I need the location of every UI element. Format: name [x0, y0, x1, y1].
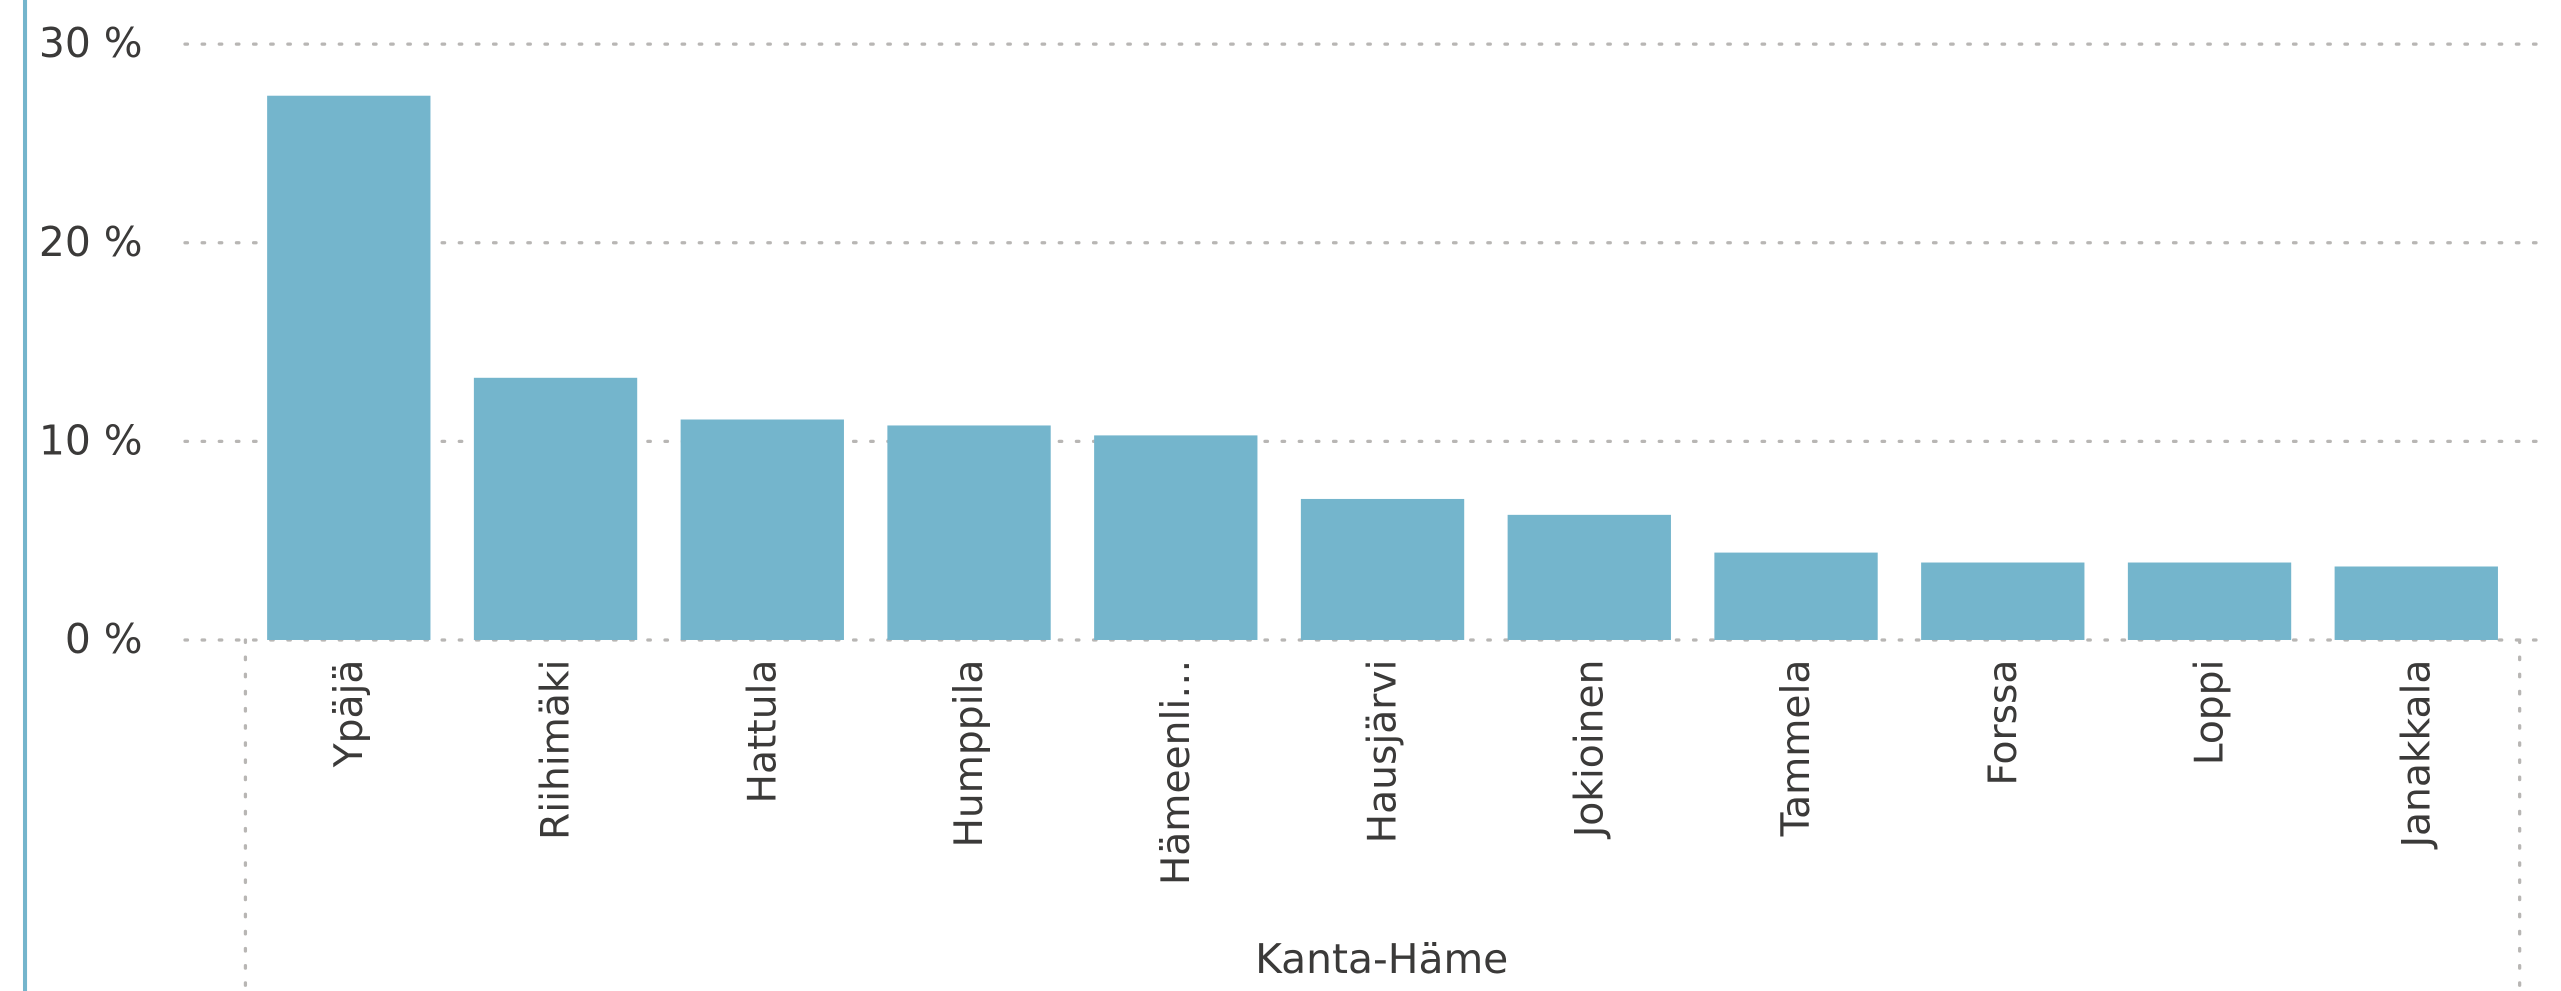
- bar: [1921, 562, 2085, 640]
- y-tick-label: 30 %: [39, 19, 143, 67]
- x-tick-label: Forssa: [1981, 660, 2026, 786]
- bar: [267, 95, 431, 640]
- x-tick-label: Jokioinen: [1567, 660, 1612, 841]
- bar: [2127, 562, 2292, 640]
- group-label: Kanta-Häme: [1255, 935, 1508, 983]
- bar: [1507, 514, 1671, 640]
- x-tick-label: Humppila: [947, 660, 992, 848]
- bar: [680, 419, 844, 640]
- y-tick-label: 20 %: [39, 218, 143, 266]
- bar: [473, 377, 638, 640]
- x-tick-label: Janakkala: [2394, 660, 2439, 851]
- bar: [1300, 498, 1465, 640]
- x-tick-label: Tammela: [1774, 660, 1819, 838]
- y-tick-label: 10 %: [39, 416, 143, 464]
- x-tick-label: Hausjärvi: [1361, 660, 1406, 844]
- bar: [887, 425, 1051, 640]
- x-tick-label: Hämeenli…: [1154, 660, 1199, 886]
- bar: [1714, 552, 1878, 640]
- x-tick-label: Loppi: [2188, 660, 2233, 766]
- x-tick-label: Ypäjä: [327, 660, 372, 769]
- x-tick-label: Hattula: [740, 660, 785, 804]
- x-tick-label: Riihimäki: [534, 660, 579, 840]
- y-tick-label: 0 %: [65, 615, 143, 663]
- bar: [2334, 566, 2498, 640]
- bar: [1094, 435, 1258, 640]
